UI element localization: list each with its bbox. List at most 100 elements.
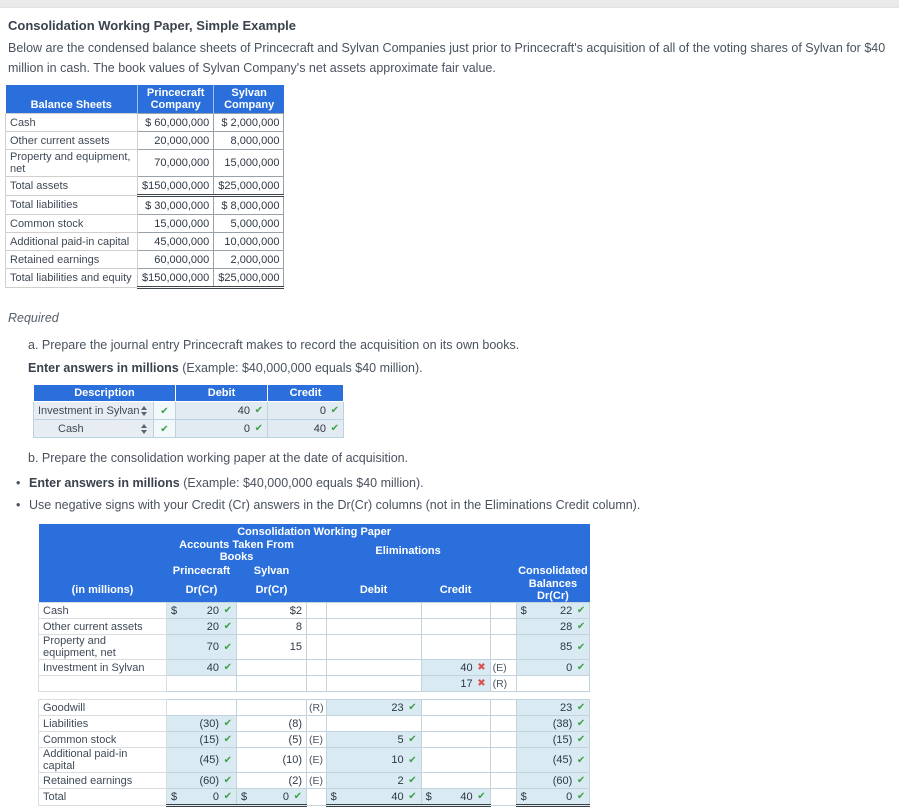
balance-sheet-row: Additional paid-in capital 45,000,000 10,0… [5,232,285,251]
cell-value: 20 [206,604,219,617]
princecraft-drcr-cell[interactable]: $20 ✔ [166,602,237,619]
consolidated-balance-cell[interactable]: (15) ✔ [515,731,591,748]
cell-value: (10) [282,754,302,766]
consolidated-balance-cell[interactable]: 0 ✔ [515,659,591,676]
balances-drcr-header: Balances Dr(Cr) [516,578,590,603]
bs-princecraft-value: 20,000,000 [136,131,215,150]
consolidated-balance-cell[interactable]: $0 ✔ [515,788,591,807]
elim-credit-cell [420,634,491,660]
princecraft-drcr-cell[interactable]: (30) ✔ [166,715,237,732]
note-bold: Enter answers in millions [28,361,179,375]
check-icon: ✔ [408,775,417,786]
consolidated-balance-cell[interactable]: $22 ✔ [515,602,591,619]
part-b-instruction: b. Prepare the consolidation working pap… [28,451,409,465]
journal-row: Cash ✔ 0 ✔ 40 ✔ [33,419,344,438]
bs-princecraft-value: 70,000,000 [136,149,215,177]
consolidated-balance-cell[interactable]: (60) ✔ [515,772,591,789]
account-select[interactable]: Cash [33,419,154,438]
cell-value: 40 [460,661,473,674]
working-paper-row: Common stock (15) ✔ (5) (E) 5 ✔ (15) ✔ [38,731,591,748]
cell-value: 23 [560,701,573,714]
sylvan-drcr-cell [236,675,307,692]
princecraft-drcr-cell[interactable]: 70 ✔ [166,634,237,660]
consolidated-balance-cell[interactable]: 28 ✔ [515,618,591,635]
credit-input[interactable]: 0 ✔ [267,401,344,420]
princecraft-drcr-cell[interactable]: 40 ✔ [166,659,237,676]
princecraft-drcr-cell[interactable]: $0 ✔ [166,788,237,807]
consolidated-balance-cell[interactable]: 85 ✔ [515,634,591,660]
consolidated-balance-cell[interactable]: (38) ✔ [515,715,591,732]
sylvan-drcr-cell[interactable]: $0 ✔ [236,788,307,807]
bs-sylvan-value: 2,000,000 [213,250,285,269]
princecraft-drcr-cell[interactable]: (60) ✔ [166,772,237,789]
check-icon: ✔ [254,423,263,434]
balance-sheet-table: Balance Sheets Princecraft Company Sylva… [5,85,285,289]
balance-sheets-header: Balance Sheets [5,85,138,114]
consolidated-balance-cell[interactable]: (45) ✔ [515,747,591,773]
cell-value: 40 [460,790,473,803]
working-paper-header: Consolidation Working Paper Accounts Tak… [38,524,590,603]
intro-text: Below are the condensed balance sheets o… [8,41,886,75]
elim-credit-cell[interactable]: $40 ✔ [420,788,491,807]
elim-debit-cell [325,675,422,692]
credit-input[interactable]: 40 ✔ [267,419,344,438]
dollar-sign: $ [520,604,527,617]
stepper-icon[interactable] [141,405,147,416]
cell-value: 70 [206,641,219,653]
cell-value: 0 [566,661,573,674]
check-icon: ✔ [408,791,417,802]
bs-princecraft-value: 45,000,000 [136,232,215,251]
elim-debit-cell[interactable]: $40 ✔ [325,788,422,807]
wp-row-label: Other current assets [38,618,167,635]
check-icon: ✔ [223,641,232,653]
consolidated-balance-cell[interactable]: 23 ✔ [515,699,591,716]
consolidation-working-paper-table: Consolidation Working Paper Accounts Tak… [38,524,591,807]
elim-debit-cell[interactable]: 23 ✔ [325,699,422,716]
elim-credit-cell[interactable]: 17 ✖ [420,675,491,692]
cell-value: 85 [560,641,573,653]
elimination-ref-right: (R) [489,675,517,692]
cell-value: 23 [391,701,404,714]
sylvan-column-header: Sylvan [236,563,307,578]
princecraft-drcr-cell[interactable]: (45) ✔ [166,747,237,773]
account-check-cell: ✔ [153,419,176,438]
check-icon: ✔ [223,718,232,729]
accounts-from-books-group-header: Accounts Taken From Books [166,539,307,563]
elimination-ref-left [306,788,327,806]
elim-debit-cell [325,715,422,732]
bs-row-label: Common stock [5,214,138,233]
sylvan-drcr-cell: (10) [236,747,307,773]
working-paper-row: 17 ✖ (R) [38,675,591,692]
balance-sheet-row: Total assets $150,000,000 $25,000,000 [5,176,285,197]
bs-sylvan-value: 10,000,000 [213,232,285,251]
account-check-cell: ✔ [153,401,176,420]
bs-sylvan-value: $ 8,000,000 [213,195,285,215]
bs-princecraft-value: 15,000,000 [136,214,215,233]
check-icon: ✔ [408,702,417,713]
sylvan-company-header: Sylvan Company [213,85,284,114]
bs-row-label: Total liabilities and equity [5,268,138,288]
cell-value: 2 [397,774,404,787]
check-icon: ✔ [576,621,586,632]
elim-credit-cell[interactable]: 40 ✖ [420,659,491,676]
account-select[interactable]: Investment in Sylvan [33,401,154,420]
check-icon: ✔ [576,702,586,713]
wp-row-label: Cash [38,602,167,619]
princecraft-drcr-cell[interactable]: (15) ✔ [166,731,237,748]
elim-debit-cell[interactable]: 10 ✔ [325,747,422,773]
bs-row-label: Total liabilities [5,195,138,215]
elim-debit-cell[interactable]: 5 ✔ [325,731,422,748]
wp-row-label: Total [38,788,167,806]
debit-input[interactable]: 40 ✔ [175,401,268,420]
stepper-icon[interactable] [141,423,147,434]
bs-princecraft-value: 60,000,000 [136,250,215,269]
elimination-ref-right: (E) [489,659,517,676]
working-paper-row [39,692,590,700]
debit-input[interactable]: 0 ✔ [175,419,268,438]
part-b-bullets: Enter answers in millions (Example: $40,… [16,476,899,512]
cell-value: 40 [206,661,219,674]
elim-credit-cell [420,602,491,619]
princecraft-column-header: Princecraft [166,563,237,578]
princecraft-drcr-cell[interactable]: 20 ✔ [166,618,237,635]
elim-debit-cell[interactable]: 2 ✔ [325,772,422,789]
